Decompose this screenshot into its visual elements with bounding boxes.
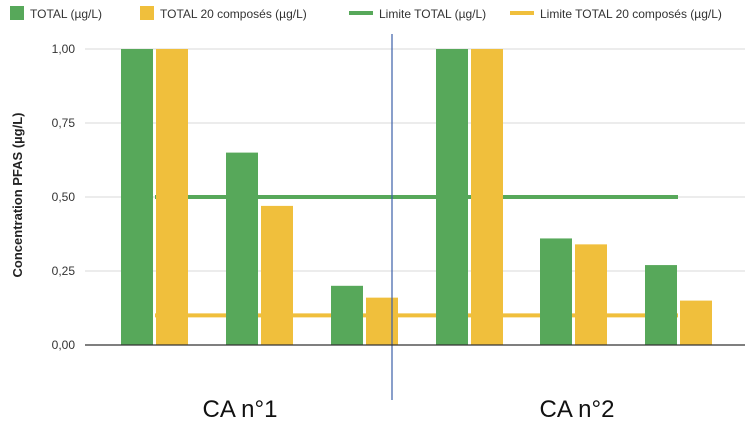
- bar-total-20: [680, 300, 712, 345]
- bar-total-20: [471, 49, 503, 345]
- y-tick-label: 0,00: [52, 338, 76, 352]
- bar-total: [645, 265, 677, 345]
- legend: TOTAL (µg/L) TOTAL 20 composés (µg/L) Limi…: [10, 6, 722, 21]
- bar-total: [540, 238, 572, 345]
- bars: [121, 49, 712, 345]
- y-tick-label: 1,00: [52, 42, 76, 56]
- y-tick-label: 0,75: [52, 116, 76, 130]
- y-axis-ticks: 0,00 0,25 0,50 0,75 1,00: [52, 42, 76, 352]
- legend-swatch: [10, 6, 24, 20]
- bar-total: [121, 49, 153, 345]
- bar-total-20: [156, 49, 188, 345]
- y-tick-label: 0,25: [52, 264, 76, 278]
- group-label: CA n°2: [540, 396, 615, 423]
- group-labels: CA n°1 CA n°2: [203, 396, 615, 423]
- group-label: CA n°1: [203, 396, 278, 423]
- legend-label: Limite TOTAL 20 composés (µg/L): [540, 7, 722, 21]
- bar-total: [226, 152, 258, 345]
- y-tick-label: 0,50: [52, 190, 76, 204]
- bar-total-20: [261, 205, 293, 345]
- y-axis-label: Concentration PFAS (µg/L): [10, 113, 25, 278]
- bar-total-20: [575, 244, 607, 345]
- legend-label: TOTAL (µg/L): [30, 7, 102, 21]
- legend-label: TOTAL 20 composés (µg/L): [160, 7, 307, 21]
- bar-total: [436, 49, 468, 345]
- legend-label: Limite TOTAL (µg/L): [379, 7, 486, 21]
- bar-total-20: [366, 297, 398, 345]
- bar-total: [331, 285, 363, 345]
- legend-swatch: [140, 6, 154, 20]
